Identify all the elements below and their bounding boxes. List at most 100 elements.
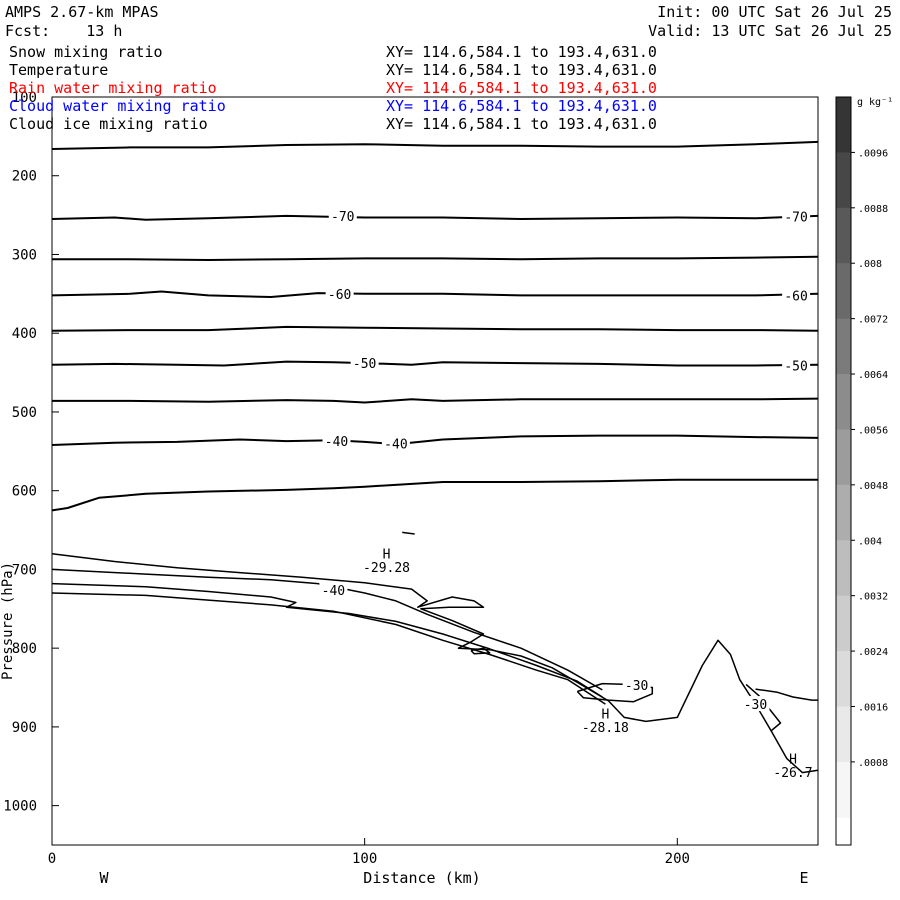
axes: 100 200 300 400 500 600 700 800 900 1000 0 100 200 Di… [0,90,819,887]
contour-label: -30 [625,679,648,694]
colorbar-frame [835,96,852,846]
high-value: -29.28 [363,561,410,576]
init-time: Init: 00 UTC Sat 26 Jul 25 [657,3,892,21]
contour-label-bg [322,433,351,449]
y-tick-label: 800 [12,641,37,657]
x-tick-label: 0 [48,851,56,867]
contour-label-bg [741,696,770,712]
field-name-temperature: Temperature [9,61,109,79]
y-axis-label: Pressure (hPa) [0,562,16,680]
contour-label-bg [782,357,811,373]
temperature-contour [755,688,818,701]
colorbar-swatch [836,374,851,430]
colorbar-swatch [836,761,851,818]
y-tick-label: 900 [12,720,37,736]
contour-label-bg [319,581,348,597]
contour-label-bg [381,435,410,451]
field-xy-cloud-water: XY= 114.6,584.1 to 193.4,631.0 [386,97,657,115]
field-name-rain: Rain water mixing ratio [9,79,217,97]
contour-label-bg [328,207,357,223]
y-tick-label: 200 [12,169,37,185]
colorbar-swatch [836,152,851,209]
x-tick-label: 200 [665,851,690,867]
y-tick-label: 400 [12,326,37,342]
contour-label: -70 [784,211,807,226]
temperature-contour [51,478,818,512]
y-tick-label: 300 [12,247,37,263]
colorbar-tick-label: .0024 [858,647,888,658]
colorbar-unit: g kg⁻¹ [857,97,893,108]
label-layer: -70 -70-60 -60-50 -50-40 -40-40-30-30H-29.28… [319,207,813,781]
temperature-contour [745,683,782,732]
model-title: AMPS 2.67-km MPAS [5,3,159,21]
colorbar-swatch [836,318,851,375]
contour-label: -30 [744,698,767,713]
colorbar-tick-label: .0072 [858,315,888,326]
colorbar-tick-label: .0056 [858,425,888,436]
west-label: W [99,869,109,887]
high-value: -28.18 [582,721,629,736]
high-marker: H [601,708,609,723]
contour-label: -50 [353,357,376,372]
colorbar-tick-label: .0016 [858,702,888,713]
contour-label: -60 [784,289,807,304]
x-axis-label: Distance (km) [363,869,480,887]
colorbar-swatch [836,97,851,153]
y-tick-label: 100 [12,90,37,106]
colorbar-tick-label: .008 [858,259,882,270]
colorbar-tick-label: .0064 [858,370,888,381]
contour-label-bg [622,677,651,693]
y-tick-label: 600 [12,484,37,500]
colorbar-tick-label: .0088 [858,204,888,215]
field-name-cloud-water: Cloud water mixing ratio [9,97,226,115]
colorbar-tick-label: .0096 [858,148,888,159]
field-name-snow: Snow mixing ratio [9,43,163,61]
high-marker: H [383,548,391,563]
temperature-contour [51,360,819,367]
field-xy-snow: XY= 114.6,584.1 to 193.4,631.0 [386,43,657,61]
field-xy-temperature: XY= 114.6,584.1 to 193.4,631.0 [386,61,657,79]
contour-label-bg [782,208,811,224]
forecast-hour: Fcst: 13 h [5,22,123,40]
colorbar-swatch [836,207,851,264]
contour-label: -40 [325,435,348,450]
valid-time: Valid: 13 UTC Sat 26 Jul 25 [648,22,892,40]
temperature-contour [51,290,819,298]
temperature-contour [51,325,819,332]
temperature-contour [51,592,606,705]
contour-label: -50 [784,359,807,374]
colorbar-tick-label: .0032 [858,592,888,603]
y-tick-label: 1000 [3,799,37,815]
field-xy-cloud-ice: XY= 114.6,584.1 to 193.4,631.0 [386,115,657,133]
contour-label: -60 [328,288,351,303]
temperature-contour [51,214,819,221]
colorbar: .0096 .0088 .008 .0072 .0064 .0056 .0048 .004 .0… [835,96,893,846]
contour-label: -40 [384,437,407,452]
colorbar-swatch [836,706,851,763]
contour-label-bg [350,355,379,371]
temperature-contour [51,568,603,691]
y-tick-label: 700 [12,562,37,578]
y-tick-label: 500 [12,405,37,421]
contour-label: -40 [322,584,345,599]
contour-label-bg [325,285,354,301]
colorbar-swatch [836,429,851,486]
temperature-contour [51,552,819,774]
temperature-contour [470,647,491,655]
colorbar-swatch [836,651,851,707]
high-marker: H [789,752,797,767]
colorbar-swatch [836,595,851,652]
colorbar-tick-label: .0008 [858,758,888,769]
east-label: E [799,869,808,887]
temperature-contour [52,397,819,404]
colorbar-swatch [836,263,851,320]
contour-label: -70 [331,210,354,225]
contour-layer [51,140,819,774]
colorbar-swatch [836,540,851,597]
field-name-cloud-ice: Cloud ice mixing ratio [9,115,208,133]
field-xy-rain: XY= 114.6,584.1 to 193.4,631.0 [386,79,657,97]
temperature-contour [51,582,603,698]
temperature-contour [51,434,819,446]
temperature-contour [402,531,415,535]
